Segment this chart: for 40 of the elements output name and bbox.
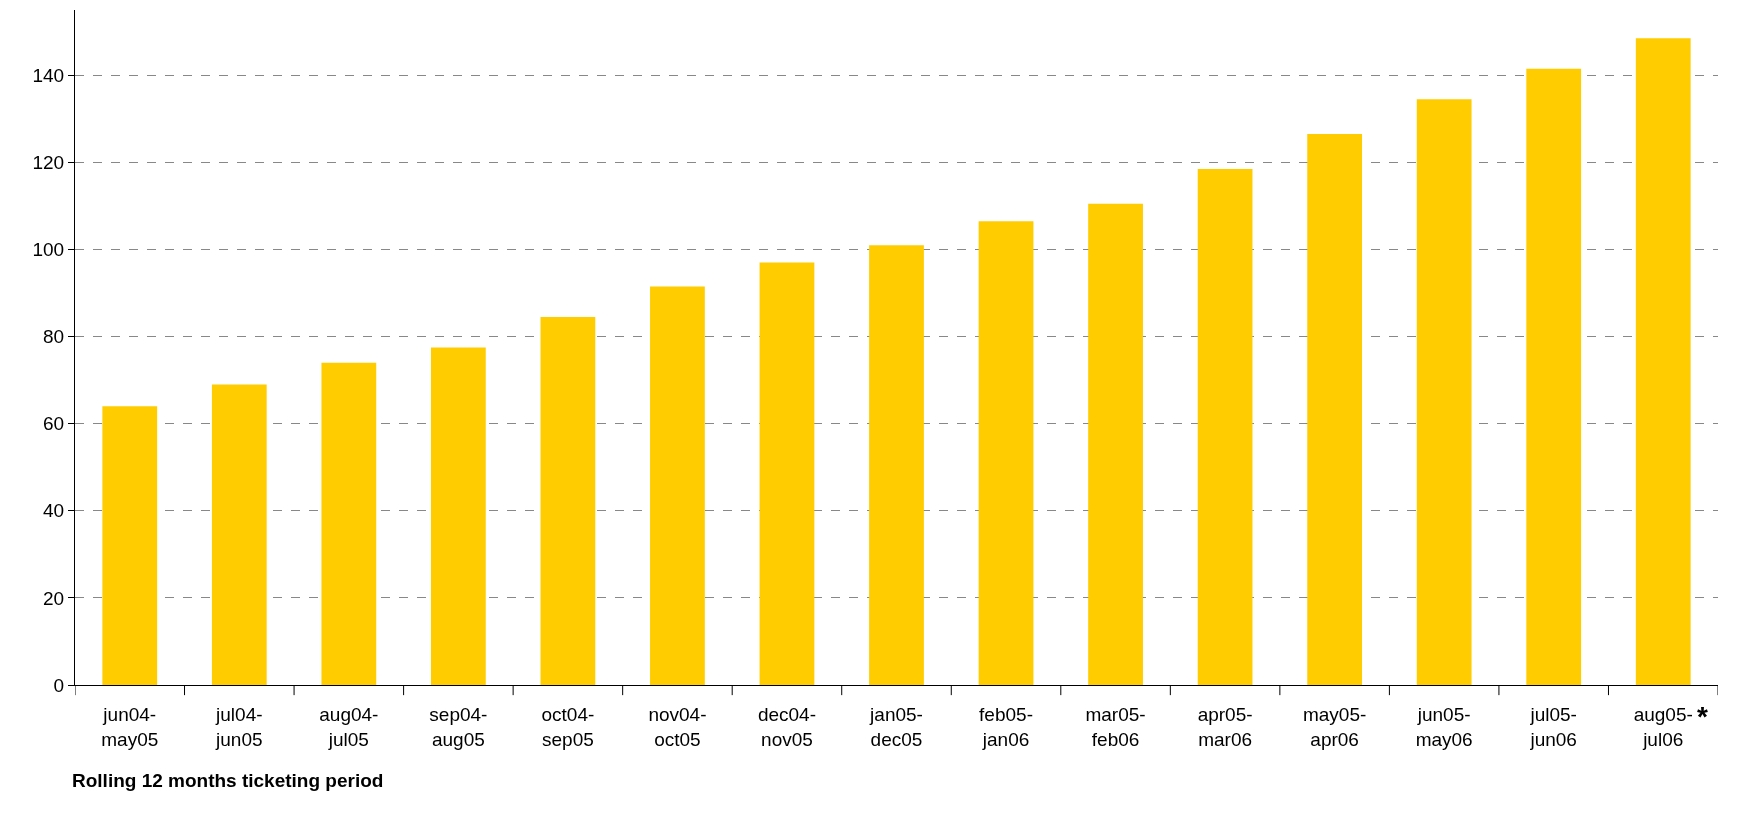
x-tick-label: jun05-may06 — [1415, 703, 1473, 750]
x-tick-label: mar05-feb06 — [1085, 703, 1146, 750]
x-tick-label: jul04-jun05 — [215, 703, 263, 750]
x-tick-label: oct04-sep05 — [541, 703, 595, 750]
bar — [1635, 38, 1691, 685]
bar — [1197, 168, 1253, 685]
y-tick-label: 120 — [32, 152, 65, 174]
x-tick-label: nov04-oct05 — [648, 703, 707, 750]
bar — [1416, 99, 1472, 685]
x-tick-label: apr05-mar06 — [1197, 703, 1253, 750]
y-tick-label: 20 — [43, 587, 65, 609]
x-axis-title: Rolling 12 months ticketing period — [72, 770, 384, 792]
x-tick-label: jan05-dec05 — [869, 703, 923, 750]
bar — [978, 221, 1034, 685]
bar — [1088, 203, 1143, 685]
x-tick-label: jul05-jun06 — [1529, 703, 1577, 750]
bar — [1307, 134, 1363, 685]
x-tick-label: dec04-nov05 — [757, 703, 817, 750]
x-tick-label: aug05-jul06 — [1633, 703, 1693, 750]
x-tick-label: jun04-may05 — [101, 703, 159, 750]
bar — [759, 262, 815, 685]
y-tick-label: 140 — [32, 64, 65, 86]
x-tick-label: sep04-aug05 — [429, 703, 488, 750]
bar — [211, 384, 267, 685]
x-tick-label: feb05-jan06 — [979, 703, 1033, 750]
x-tick-label: may05-apr06 — [1302, 703, 1367, 750]
bar — [1526, 68, 1582, 685]
bar — [430, 347, 486, 685]
text: * — [1697, 701, 1708, 732]
y-tick-label: 40 — [43, 500, 65, 522]
y-tick-label: 0 — [53, 674, 65, 696]
bar — [321, 362, 377, 685]
bar — [102, 406, 158, 685]
y-tick-label: 60 — [43, 413, 65, 435]
y-tick-label: 80 — [43, 326, 65, 348]
bar — [650, 286, 705, 685]
y-tick-label: 100 — [32, 239, 65, 261]
bar — [540, 317, 596, 685]
bar — [869, 245, 924, 685]
x-tick-label: aug04-jul05 — [319, 703, 379, 750]
